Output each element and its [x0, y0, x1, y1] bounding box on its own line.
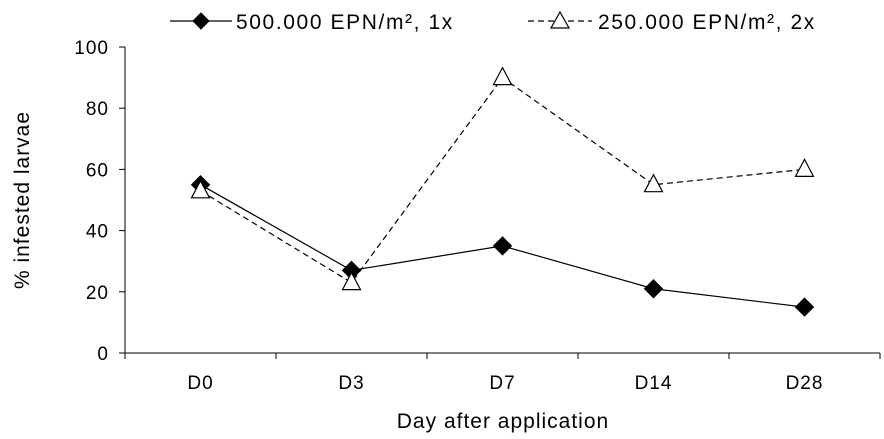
x-tick-label: D28: [786, 373, 824, 394]
y-tick-label: 100: [74, 38, 109, 59]
legend-marker-series-1: [192, 12, 210, 30]
series-2-point: [643, 173, 664, 193]
legend-label-series-2: 250.000 EPN/m², 2x: [598, 11, 816, 34]
x-tick-label: D0: [187, 373, 213, 394]
series-2-point: [794, 158, 815, 177]
y-axis-title: % infested larvae: [11, 111, 34, 289]
x-tick-label: D14: [635, 373, 673, 394]
axes: [124, 47, 880, 354]
series-1-point: [794, 297, 815, 317]
y-tick-label: 60: [86, 160, 109, 181]
legend-item-series-2: 250.000 EPN/m², 2x: [528, 10, 816, 34]
legend: 500.000 EPN/m², 1x 250.000 EPN/m², 2x: [170, 10, 816, 34]
series-2-point: [341, 271, 362, 291]
series-2: [190, 66, 815, 291]
series-1: [190, 174, 815, 317]
x-tick-label: D7: [489, 373, 515, 394]
legend-label-series-1: 500.000 EPN/m², 1x: [236, 11, 454, 34]
series-1-point: [492, 236, 513, 256]
x-tick-label: D3: [338, 373, 364, 394]
y-tick-label: 80: [86, 99, 109, 120]
series-1-point: [643, 279, 664, 299]
legend-marker-series-2: [549, 10, 571, 29]
series-layer: [190, 66, 815, 317]
y-axis-ticks: 0 20 40 60 80 100: [74, 38, 125, 365]
series-2-point: [492, 66, 513, 86]
x-axis-title: Day after application: [397, 410, 609, 433]
legend-item-series-1: 500.000 EPN/m², 1x: [170, 11, 454, 34]
series-2-point: [190, 179, 211, 199]
x-axis-ticks: D0 D3 D7 D14 D28: [124, 353, 881, 394]
y-tick-label: 40: [86, 222, 109, 243]
y-tick-label: 0: [97, 344, 109, 365]
y-tick-label: 20: [86, 283, 109, 304]
